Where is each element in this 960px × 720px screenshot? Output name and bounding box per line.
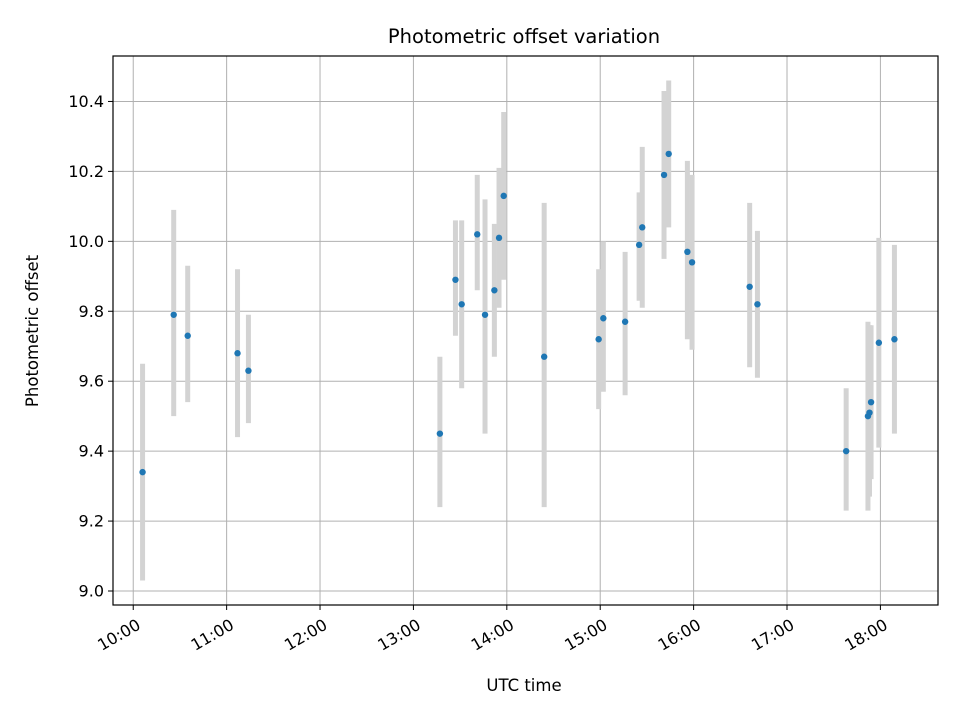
chart-title: Photometric offset variation	[388, 25, 660, 48]
data-point	[139, 468, 146, 476]
data-point	[754, 301, 761, 308]
plot-frame	[112, 55, 939, 606]
data-point	[500, 192, 507, 200]
data-point	[600, 315, 607, 322]
data-point	[621, 318, 629, 325]
data-point	[866, 409, 873, 416]
data-point	[474, 231, 481, 238]
data-point	[635, 241, 643, 249]
y-tick-label: 9.8	[79, 302, 104, 321]
data-point	[639, 224, 646, 231]
data-point	[436, 430, 444, 437]
data-point	[245, 367, 252, 374]
data-point	[746, 283, 753, 290]
data-point	[491, 287, 498, 294]
data-point	[170, 311, 177, 318]
data-point	[665, 150, 672, 158]
y-tick-label: 9.4	[79, 442, 104, 461]
data-point	[867, 398, 875, 406]
data-point	[660, 171, 668, 179]
data-point	[875, 339, 883, 346]
data-points	[139, 150, 898, 476]
y-tick-label: 10.2	[68, 162, 104, 181]
x-axis-label: UTC time	[486, 676, 561, 695]
data-point	[842, 447, 850, 455]
data-point	[688, 259, 696, 266]
y-tick-label: 9.2	[79, 512, 104, 531]
data-point	[234, 350, 241, 357]
data-point	[684, 248, 691, 256]
y-tick-label: 9.0	[79, 582, 104, 601]
data-point	[891, 336, 898, 343]
data-point	[458, 301, 465, 308]
y-tick-label: 10.4	[68, 92, 104, 111]
data-point	[595, 336, 602, 343]
y-tick-label: 10.0	[68, 232, 104, 251]
data-point	[495, 234, 503, 242]
data-point	[481, 311, 489, 318]
data-point	[540, 353, 548, 360]
y-axis-label: Photometric offset	[23, 254, 42, 407]
data-point	[184, 332, 191, 339]
y-tick-label: 9.6	[79, 372, 104, 391]
data-point	[452, 276, 459, 283]
